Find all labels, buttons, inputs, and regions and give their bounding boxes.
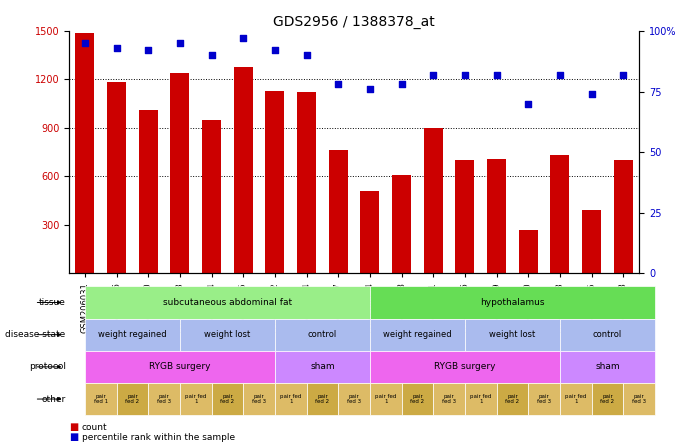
Text: pair fed
1: pair fed 1: [565, 394, 587, 404]
Point: [333, 81, 344, 88]
Bar: [361, 191, 379, 273]
Point: [364, 86, 375, 93]
Text: weight lost: weight lost: [205, 330, 251, 339]
Point: [460, 71, 471, 78]
Bar: [455, 160, 475, 273]
Bar: [424, 128, 443, 273]
Text: pair
fed 2: pair fed 2: [505, 394, 520, 404]
Point: [618, 71, 629, 78]
Text: sham: sham: [595, 362, 620, 371]
Point: [586, 91, 597, 98]
Text: pair fed
1: pair fed 1: [280, 394, 301, 404]
Text: weight regained: weight regained: [98, 330, 167, 339]
Text: percentile rank within the sample: percentile rank within the sample: [82, 433, 235, 442]
Text: ■: ■: [69, 422, 78, 432]
Text: sham: sham: [310, 362, 334, 371]
Point: [491, 71, 502, 78]
Title: GDS2956 / 1388378_at: GDS2956 / 1388378_at: [273, 15, 435, 29]
Text: protocol: protocol: [28, 362, 66, 371]
Point: [523, 100, 534, 107]
Point: [554, 71, 565, 78]
Text: RYGB surgery: RYGB surgery: [149, 362, 211, 371]
Text: pair fed
1: pair fed 1: [185, 394, 207, 404]
Bar: [107, 82, 126, 273]
Text: disease state: disease state: [6, 330, 66, 339]
Bar: [582, 210, 601, 273]
Text: control: control: [308, 330, 337, 339]
Point: [428, 71, 439, 78]
Text: count: count: [82, 423, 107, 432]
Point: [301, 52, 312, 59]
Point: [143, 47, 154, 54]
Bar: [614, 160, 633, 273]
Point: [79, 40, 91, 47]
Text: pair
fed 2: pair fed 2: [600, 394, 614, 404]
Bar: [202, 120, 221, 273]
Bar: [265, 91, 285, 273]
Text: tissue: tissue: [39, 298, 66, 307]
Text: pair fed
1: pair fed 1: [470, 394, 491, 404]
Point: [206, 52, 217, 59]
Text: weight lost: weight lost: [489, 330, 536, 339]
Bar: [234, 67, 253, 273]
Bar: [519, 230, 538, 273]
Text: pair
fed 3: pair fed 3: [252, 394, 266, 404]
Point: [174, 40, 185, 47]
Text: pair fed
1: pair fed 1: [375, 394, 397, 404]
Text: pair
fed 3: pair fed 3: [347, 394, 361, 404]
Text: other: other: [41, 395, 66, 404]
Text: pair
fed 2: pair fed 2: [410, 394, 424, 404]
Point: [396, 81, 407, 88]
Text: pair
fed 3: pair fed 3: [632, 394, 646, 404]
Text: pair
fed 2: pair fed 2: [220, 394, 234, 404]
Bar: [329, 151, 348, 273]
Text: pair
fed 1: pair fed 1: [94, 394, 108, 404]
Text: pair
fed 3: pair fed 3: [442, 394, 456, 404]
Bar: [297, 92, 316, 273]
Bar: [171, 73, 189, 273]
Bar: [392, 175, 411, 273]
Text: pair
fed 3: pair fed 3: [537, 394, 551, 404]
Bar: [139, 110, 158, 273]
Bar: [487, 159, 506, 273]
Text: weight regained: weight regained: [384, 330, 452, 339]
Text: control: control: [593, 330, 622, 339]
Point: [238, 35, 249, 42]
Text: pair
fed 3: pair fed 3: [157, 394, 171, 404]
Text: RYGB surgery: RYGB surgery: [434, 362, 495, 371]
Bar: [551, 155, 569, 273]
Point: [269, 47, 281, 54]
Bar: [75, 33, 95, 273]
Text: hypothalamus: hypothalamus: [480, 298, 545, 307]
Text: pair
fed 2: pair fed 2: [125, 394, 140, 404]
Text: pair
fed 2: pair fed 2: [315, 394, 330, 404]
Point: [111, 44, 122, 52]
Text: subcutaneous abdominal fat: subcutaneous abdominal fat: [163, 298, 292, 307]
Text: ■: ■: [69, 432, 78, 442]
